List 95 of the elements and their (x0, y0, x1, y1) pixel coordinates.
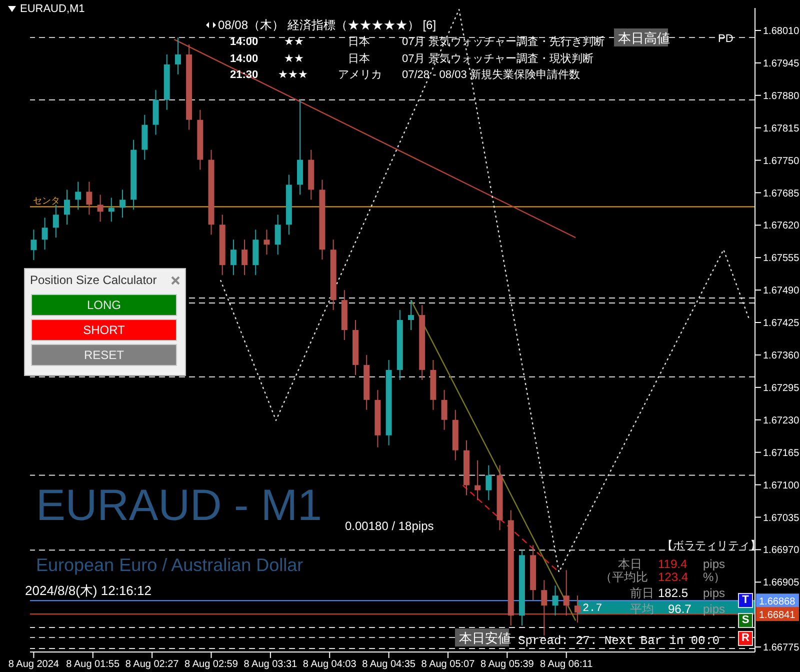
y-tick-label: 1.67750 (763, 156, 800, 167)
candlestick (441, 389, 448, 430)
x-tick-label: 8 Aug 04:03 (302, 659, 357, 670)
candlestick (574, 595, 580, 624)
annotation: European Euro / Australian Dollar (36, 555, 304, 575)
y-tick-label: 1.67490 (763, 286, 800, 297)
ref-line-label: 本日高値 (618, 30, 670, 46)
candlestick (86, 181, 92, 216)
candlestick (274, 214, 281, 256)
candlestick (75, 181, 82, 210)
band-label: 2.7 (582, 603, 602, 616)
annotation: 07月 景気ウォッチャー調査・現状判断 (402, 53, 594, 65)
annotation: 【ボラティリティ】 (662, 540, 761, 552)
candlestick (174, 36, 181, 75)
annotation: ★★★ (278, 69, 308, 81)
annotation: S (738, 613, 753, 628)
candlestick (264, 229, 270, 256)
candlestick (474, 460, 481, 501)
candlestick (563, 570, 570, 616)
x-tick-label: 8 Aug 03:31 (244, 659, 298, 670)
candlestick (230, 239, 236, 276)
y-tick-label: 1.67425 (763, 318, 800, 330)
candlestick (108, 197, 114, 222)
candlestick (486, 464, 492, 501)
annotation: 日本 (348, 36, 370, 48)
annotation: pips (703, 602, 726, 616)
y-tick-label: 1.67360 (763, 350, 800, 362)
y-tick-label: 1.67620 (763, 220, 800, 232)
annotation: 123.4 (658, 570, 688, 584)
x-tick-label: 8 Aug 05:07 (421, 659, 476, 670)
annotation: R (738, 631, 753, 646)
candlestick (242, 239, 248, 276)
y-tick-label: 1.67295 (763, 382, 800, 394)
annotation: %） (703, 570, 726, 584)
annotation: 平均 (630, 602, 654, 616)
y-tick-label: 1.67555 (763, 253, 800, 264)
annotation: 182.5 (658, 586, 688, 600)
annotation: 07月 景気ウォッチャー調査・先行き判断 (402, 36, 604, 48)
ref-line-label: 1.66868 (759, 596, 796, 608)
x-tick-label: 8 Aug 04:35 (362, 659, 416, 670)
annotation: 本日 (618, 557, 642, 571)
ref-line-label: 本日安値 (459, 630, 511, 646)
y-tick-label: 1.67815 (763, 123, 800, 134)
y-tick-label: 1.67880 (763, 90, 800, 102)
annotation: 08/08（木） 経済指標（★★★★★） [6] (218, 18, 436, 32)
annotation: RESET (31, 344, 177, 366)
y-tick-label: 1.67945 (763, 58, 800, 70)
annotation: 0.00180 / 18pips (345, 519, 434, 533)
candlestick (52, 204, 59, 238)
candlestick (42, 217, 48, 250)
y-tick-label: 1.67100 (763, 480, 800, 492)
annotation: pips (703, 557, 726, 571)
annotation: ★★ (284, 36, 304, 48)
annotation: pips (703, 586, 726, 600)
y-tick-label: 1.66775 (763, 642, 800, 654)
annotation: SHORT (31, 319, 177, 341)
annotation: 07/28 - 08/03 新規失業保険申請件数 (402, 69, 580, 81)
candlestick (30, 229, 37, 261)
y-tick-label: 1.67685 (763, 188, 800, 200)
y-tick-label: 1.67230 (763, 415, 800, 426)
candlestick (97, 194, 104, 222)
annotation: Spread: 27. Next Bar in 00:0 (518, 634, 720, 648)
y-tick-label: 1.66970 (763, 545, 800, 556)
annotation: 14:00 (230, 36, 258, 48)
annotation: LONG (31, 294, 177, 316)
annotation: 日本 (348, 53, 370, 65)
candlestick (119, 189, 126, 218)
candlestick (64, 189, 70, 226)
ref-line-label: 1.66841 (759, 610, 796, 622)
x-tick-label: 8 Aug 01:55 (66, 659, 120, 670)
annotation: （平均比 (600, 570, 648, 584)
annotation: ★★ (284, 53, 304, 65)
x-tick-label: 8 Aug 02:27 (125, 659, 180, 670)
annotation: 96.7 (668, 602, 692, 616)
annotation: アメリカ (338, 69, 382, 81)
x-tick-label: 8 Aug 05:39 (480, 659, 534, 670)
annotation: 前日 (630, 586, 654, 600)
x-tick-label: 8 Aug 06:11 (540, 659, 594, 670)
x-tick-label: 8 Aug 2024 (8, 659, 60, 670)
annotation: 2024/8/8(木) 12:16:12 (25, 583, 152, 598)
annotation: 119.4 (658, 557, 688, 571)
annotation: Position Size Calculator (30, 273, 157, 287)
y-tick-label: 1.67165 (763, 448, 800, 459)
chart-title: EURAUD,M1 (20, 3, 85, 15)
candlestick (408, 300, 414, 330)
annotation: EURAUD - M1 (36, 481, 322, 530)
y-tick-label: 1.67035 (763, 512, 800, 524)
candlestick (541, 580, 548, 636)
y-tick-label: 1.68010 (763, 26, 800, 38)
x-tick-label: 8 Aug 02:59 (184, 659, 238, 670)
annotation: T (738, 593, 753, 608)
candlestick (552, 585, 558, 616)
ref-line-label: センタ (33, 196, 60, 206)
annotation: 14:00 (230, 53, 258, 65)
y-tick-label: 1.66905 (763, 578, 800, 589)
